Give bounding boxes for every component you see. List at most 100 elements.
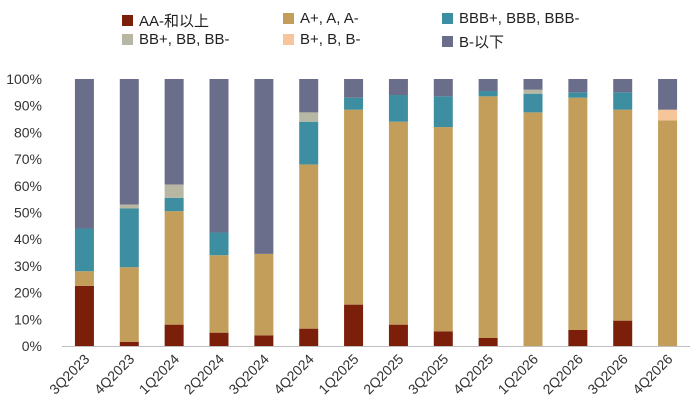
bar-segment [433,79,453,97]
bar-segment [523,112,543,347]
bar-segment [299,79,319,113]
bar-segment [613,109,633,321]
bar-segment [478,91,498,97]
x-tick-label: 2Q2026 [539,351,586,398]
bar-segment [433,96,453,128]
y-tick-label: 90% [14,98,42,114]
legend-label: A+, A, A- [300,10,359,27]
bar-segment [613,79,633,93]
bar-segment [344,97,364,110]
bar-segment [478,79,498,92]
x-tick-label: 2Q2024 [181,351,228,398]
bar-segment [209,232,229,256]
y-tick-label: 70% [14,151,42,167]
bar-segment [209,332,229,346]
x-tick-label: 4Q2023 [91,351,138,398]
bar-segment [433,331,453,346]
legend-swatch [122,15,133,26]
bar-segment [568,79,588,93]
x-tick-label: 1Q2024 [136,351,183,398]
y-tick-label: 80% [14,124,42,140]
x-tick-label: 3Q2024 [225,351,272,398]
bar-segment [209,255,229,333]
bar-segment [74,79,94,229]
bar-segment [119,342,139,346]
y-tick-label: 10% [14,311,42,327]
bar-segment [478,337,498,346]
bar-segment [74,228,94,272]
bar-segment [478,96,498,338]
bar-segment [613,320,633,346]
legend-swatch [283,34,294,45]
legend-swatch [283,13,294,24]
legend-swatch [442,36,453,47]
x-tick-label: 1Q2026 [495,351,542,398]
y-tick-label: 30% [14,258,42,274]
bar-segment [568,92,588,98]
bar-segment [119,208,139,268]
y-tick-label: 50% [14,205,42,221]
x-tick-label: 3Q2023 [46,351,93,398]
legend-item: B+, B, B- [283,31,360,48]
legend-swatch [122,34,133,45]
legend-item: BBB+, BBB, BBB- [442,10,579,27]
x-tick-label: 1Q2025 [315,351,362,398]
bar-segment [299,112,319,122]
bar-segment [523,89,543,94]
bar-segment [119,204,139,209]
bar-segment [164,197,184,212]
legend: AA-和以上 A+, A, A- BBB+, BBB, BBB- BB+, BB, B… [0,0,700,60]
bar-segment [164,79,184,185]
bar-segment [658,79,678,110]
bar-segment [164,324,184,346]
bar-segment [388,95,408,122]
bar-segment [344,109,364,305]
x-tick-label: 4Q2024 [270,351,317,398]
bar-segment [164,184,184,198]
bar-segment [119,79,139,205]
y-tick-label: 0% [22,338,42,354]
bar-segment [299,121,319,165]
y-tick-label: 100% [6,71,42,87]
bar-segment [568,329,588,346]
legend-label: BB+, BB, BB- [139,31,230,48]
bar-segment [658,120,678,346]
bar-segment [119,267,139,342]
legend-label: B-以下 [459,34,505,51]
bar-segment [523,93,543,113]
bar-segment [388,324,408,346]
x-tick-label: 2Q2025 [360,351,407,398]
y-tick-label: 20% [14,285,42,301]
legend-label: BBB+, BBB, BBB- [459,10,580,27]
bar-segment [74,285,94,346]
y-tick-label: 40% [14,231,42,247]
bar-segment [613,92,633,110]
x-tick-label: 3Q2025 [405,351,452,398]
bar-segment [523,79,543,90]
bar-segment [74,271,94,286]
legend-item: A+, A, A- [283,10,359,27]
bar-segment [254,79,274,254]
bar-segment [433,127,453,332]
bar-segment [568,97,588,330]
bar-segment [254,253,274,336]
x-tick-label: 4Q2026 [629,351,676,398]
legend-item: BB+, BB, BB- [122,31,229,48]
y-tick-label: 60% [14,178,42,194]
bar-segment [388,121,408,325]
legend-label: AA-和以上 [139,13,210,30]
bar-segment [164,211,184,325]
legend-swatch [442,13,453,24]
x-tick-label: 4Q2025 [450,351,497,398]
bar-segment [388,79,408,96]
legend-item: B-以下 [442,31,504,52]
bar-segment [254,335,274,346]
x-tick-label: 3Q2026 [584,351,631,398]
bar-segment [209,79,229,233]
bar-segment [299,164,319,329]
bar-segment [344,79,364,98]
legend-item: AA-和以上 [122,10,209,31]
bar-segment [299,328,319,346]
